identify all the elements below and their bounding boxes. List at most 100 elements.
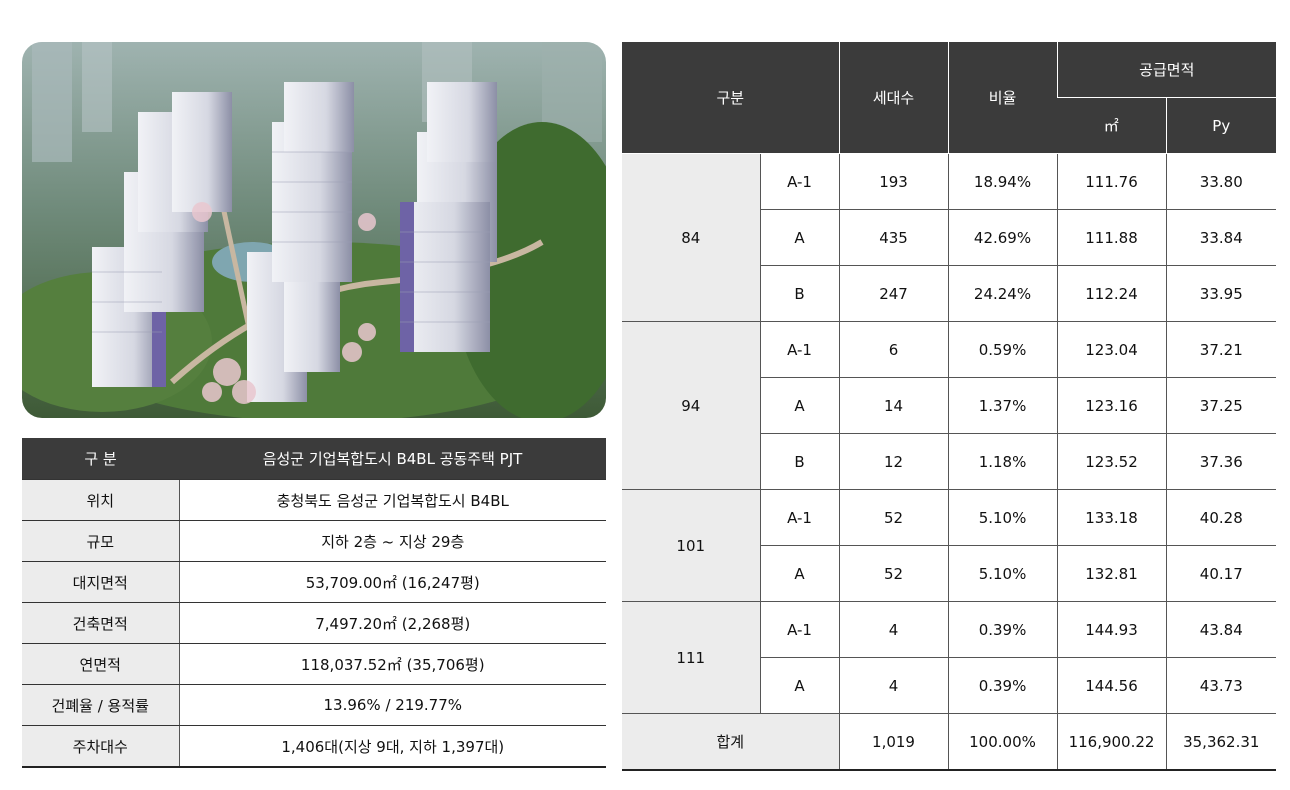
info-value: 지하 2층 ~ 지상 29층 [179, 520, 606, 562]
total-households: 1,019 [838, 713, 949, 771]
supply-subheader-row: ㎡ Py [622, 97, 1277, 154]
total-sqm: 116,900.22 [1056, 713, 1167, 771]
table-row: A 52 5.10% 132.81 40.17 [622, 545, 1277, 602]
unit-type: A-1 [759, 601, 840, 658]
group-size: 101 [622, 489, 760, 602]
info-header-value: 음성군 기업복합도시 B4BL 공동주택 PJT [179, 438, 606, 480]
header-ratio: 비율 [947, 42, 1058, 154]
header-sqm: ㎡ [1057, 97, 1167, 154]
area-sqm: 111.76 [1056, 153, 1167, 210]
info-row-floor-area: 연면적 118,037.52㎡ (35,706평) [22, 643, 606, 685]
header-category: 구분 [622, 42, 840, 154]
unit-type: A-1 [759, 153, 840, 210]
area-sqm: 123.16 [1056, 377, 1167, 434]
info-label: 위치 [22, 479, 180, 521]
households: 14 [838, 377, 949, 434]
households: 52 [838, 545, 949, 602]
ratio: 42.69% [947, 209, 1058, 266]
info-row-building-area: 건축면적 7,497.20㎡ (2,268평) [22, 602, 606, 644]
total-label: 합계 [622, 713, 840, 771]
area-py: 33.84 [1165, 209, 1277, 266]
area-sqm: 133.18 [1056, 489, 1167, 546]
group-size: 111 [622, 601, 760, 714]
table-row: 111 A-1 4 0.39% 144.93 43.84 [622, 601, 1277, 714]
info-label: 건폐율 / 용적률 [22, 684, 180, 726]
ratio: 5.10% [947, 489, 1058, 546]
households: 4 [838, 657, 949, 714]
ratio: 18.94% [947, 153, 1058, 210]
area-sqm: 123.04 [1056, 321, 1167, 378]
info-value: 7,497.20㎡ (2,268평) [179, 602, 606, 644]
table-row: 84 A-1 193 18.94% 111.76 33.80 [622, 153, 1277, 322]
unit-type: A-1 [759, 321, 840, 378]
unit-type: A [759, 209, 840, 266]
area-py: 37.25 [1165, 377, 1277, 434]
table-row: B 247 24.24% 112.24 33.95 [622, 265, 1277, 322]
ratio: 0.59% [947, 321, 1058, 378]
header-households: 세대수 [838, 42, 949, 154]
area-py: 33.95 [1165, 265, 1277, 322]
info-label: 건축면적 [22, 602, 180, 644]
area-py: 40.28 [1165, 489, 1277, 546]
header-supply-area: 공급면적 [1056, 42, 1277, 98]
complex-aerial-rendering [22, 42, 606, 418]
table-row: 94 A-1 6 0.59% 123.04 37.21 [622, 321, 1277, 490]
area-sqm: 112.24 [1056, 265, 1167, 322]
table-row: A 14 1.37% 123.16 37.25 [622, 377, 1277, 434]
area-sqm: 111.88 [1056, 209, 1167, 266]
info-value: 1,406대(지상 9대, 지하 1,397대) [179, 725, 606, 768]
info-row-location: 위치 충청북도 음성군 기업복합도시 B4BL [22, 479, 606, 521]
info-value: 충청북도 음성군 기업복합도시 B4BL [179, 479, 606, 521]
unit-type: A [759, 657, 840, 714]
households: 435 [838, 209, 949, 266]
info-row-scale: 규모 지하 2층 ~ 지상 29층 [22, 520, 606, 562]
info-row-site-area: 대지면적 53,709.00㎡ (16,247평) [22, 561, 606, 603]
info-header-row: 구 분 음성군 기업복합도시 B4BL 공동주택 PJT [22, 438, 606, 480]
project-info-table: 구 분 음성군 기업복합도시 B4BL 공동주택 PJT 위치 충청북도 음성군… [22, 438, 606, 768]
area-sqm: 132.81 [1056, 545, 1167, 602]
info-label: 연면적 [22, 643, 180, 685]
table-row: B 12 1.18% 123.52 37.36 [622, 433, 1277, 490]
area-py: 43.84 [1165, 601, 1277, 658]
area-sqm: 144.56 [1056, 657, 1167, 714]
ratio: 1.18% [947, 433, 1058, 490]
info-row-coverage-ratio: 건폐율 / 용적률 13.96% / 219.77% [22, 684, 606, 726]
supply-table: 구분 세대수 비율 공급면적 ㎡ Py 84 A-1 193 18.94% 11… [622, 42, 1277, 771]
group-size: 84 [622, 153, 760, 322]
ratio: 0.39% [947, 657, 1058, 714]
info-label: 주차대수 [22, 725, 180, 768]
households: 52 [838, 489, 949, 546]
unit-type: A [759, 377, 840, 434]
area-py: 40.17 [1165, 545, 1277, 602]
info-value: 13.96% / 219.77% [179, 684, 606, 726]
unit-type: A [759, 545, 840, 602]
supply-header-row: 구분 세대수 비율 공급면적 [622, 42, 1277, 154]
table-row: A 435 42.69% 111.88 33.84 [622, 209, 1277, 266]
header-py: Py [1165, 97, 1277, 154]
total-py: 35,362.31 [1165, 713, 1277, 771]
households: 6 [838, 321, 949, 378]
area-py: 43.73 [1165, 657, 1277, 714]
area-py: 37.21 [1165, 321, 1277, 378]
table-row: 101 A-1 52 5.10% 133.18 40.28 [622, 489, 1277, 602]
info-label: 대지면적 [22, 561, 180, 603]
area-py: 37.36 [1165, 433, 1277, 490]
ratio: 24.24% [947, 265, 1058, 322]
total-ratio: 100.00% [947, 713, 1058, 771]
info-row-parking: 주차대수 1,406대(지상 9대, 지하 1,397대) [22, 725, 606, 768]
ratio: 1.37% [947, 377, 1058, 434]
area-sqm: 123.52 [1056, 433, 1167, 490]
info-header-label: 구 분 [22, 438, 179, 480]
group-size: 94 [622, 321, 760, 490]
info-value: 53,709.00㎡ (16,247평) [179, 561, 606, 603]
table-row: A 4 0.39% 144.56 43.73 [622, 657, 1277, 714]
ratio: 5.10% [947, 545, 1058, 602]
area-py: 33.80 [1165, 153, 1277, 210]
info-label: 규모 [22, 520, 180, 562]
info-value: 118,037.52㎡ (35,706평) [179, 643, 606, 685]
households: 12 [838, 433, 949, 490]
households: 247 [838, 265, 949, 322]
unit-type: B [759, 433, 840, 490]
ratio: 0.39% [947, 601, 1058, 658]
households: 193 [838, 153, 949, 210]
